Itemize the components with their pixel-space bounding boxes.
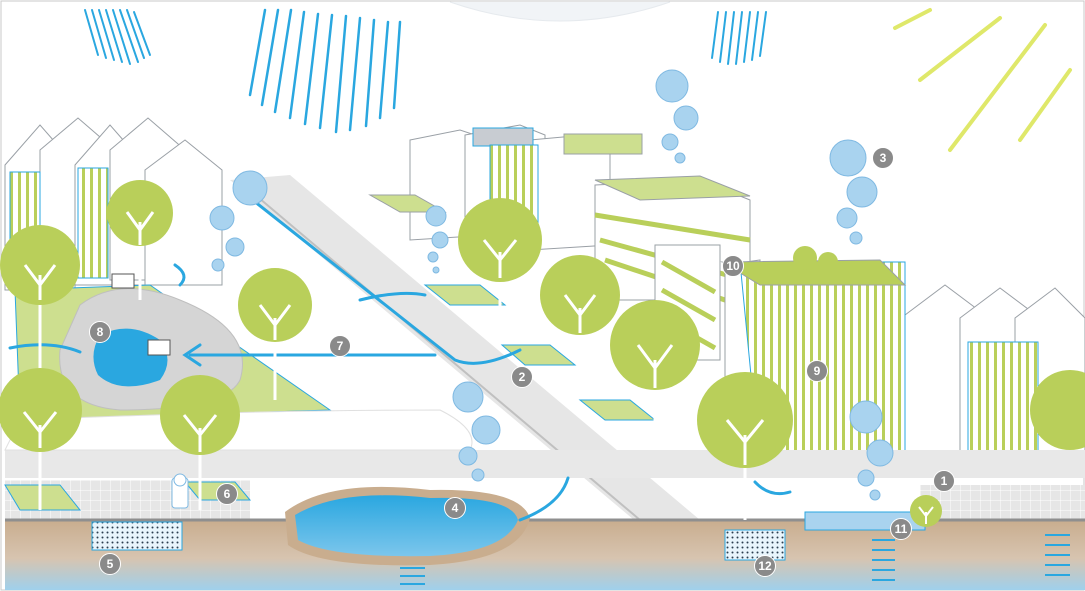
marker-12: 12 [754, 555, 776, 577]
diagonal-road [230, 175, 700, 525]
marker-2: 2 [511, 366, 533, 388]
rooftop-shrubs [793, 246, 838, 272]
marker-7: 7 [329, 335, 351, 357]
flow-arrows [8, 188, 792, 522]
hydrant-icon [171, 473, 189, 509]
groundwater-lines [400, 534, 1070, 585]
marker-11: 11 [890, 518, 912, 540]
rain-left [84, 9, 151, 65]
rain-center [248, 8, 402, 134]
rain-right [711, 11, 767, 65]
marker-8: 8 [89, 321, 111, 343]
cloud [449, 1, 671, 22]
marker-1: 1 [933, 470, 955, 492]
street [5, 450, 1085, 478]
marker-9: 9 [806, 360, 828, 382]
trees [0, 180, 1085, 527]
infiltration-box-12 [724, 529, 786, 561]
evaporation-bubbles [209, 69, 894, 501]
marker-6: 6 [216, 483, 238, 505]
marker-10: 10 [722, 255, 744, 277]
houses-right [904, 284, 1085, 471]
marker-4: 4 [444, 497, 466, 519]
infiltration-box-5 [91, 521, 183, 551]
marker-3: 3 [872, 147, 894, 169]
sun-rays [893, 8, 1072, 152]
marker-5: 5 [99, 553, 121, 575]
